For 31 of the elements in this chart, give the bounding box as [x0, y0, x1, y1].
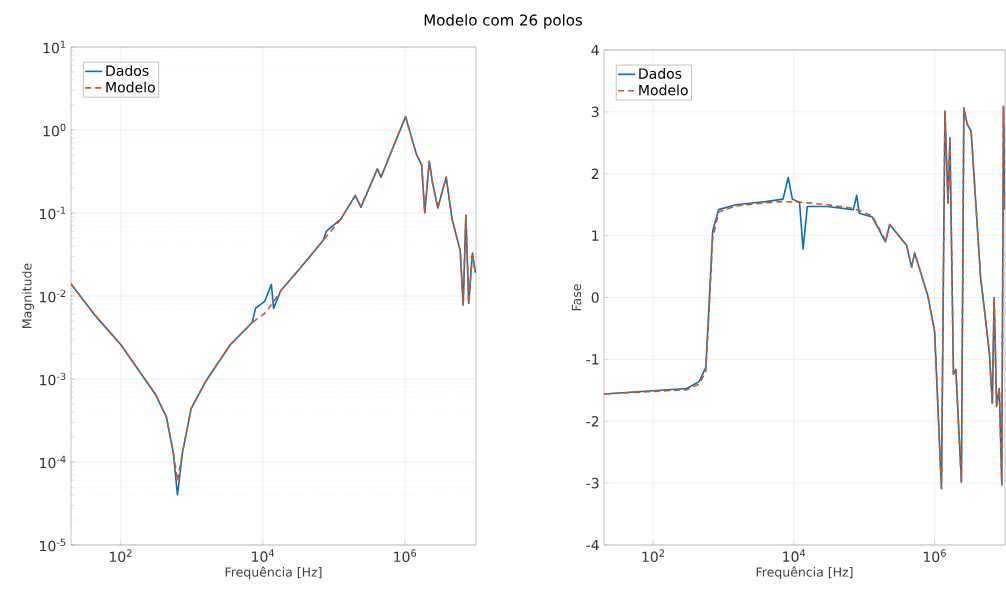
y-tick-label: 10$^{-4}$ — [40, 455, 66, 469]
y-tick-label: -1 — [586, 354, 599, 365]
y-tick-label: 10$^{-1}$ — [40, 206, 66, 220]
x-tick-label: 10$^{2}$ — [642, 549, 664, 563]
y-tick-label: -3 — [586, 477, 599, 489]
y-tick-label: 10$^{-5}$ — [40, 538, 66, 552]
chart-title: Modelo com 26 polos — [424, 14, 583, 29]
x-tick-label: 10$^{4}$ — [252, 549, 275, 562]
y-axis-title: Fase — [571, 284, 582, 311]
y-tick-label: 0 — [591, 292, 599, 303]
y-tick-label: 10$^{0}$ — [43, 123, 66, 137]
y-tick-label: -2 — [586, 416, 599, 427]
legend-label: Dados — [639, 68, 682, 79]
x-axis-title: Frequência [Hz] — [225, 566, 322, 580]
x-tick-label: 10$^{4}$ — [783, 549, 806, 562]
y-tick-label: 10$^{-3}$ — [40, 372, 66, 386]
legend-label: Modelo — [639, 84, 688, 96]
x-axis-title: Frequência [Hz] — [756, 566, 853, 580]
y-tick-label: 4 — [591, 44, 599, 56]
x-tick-label: 10$^{6}$ — [394, 549, 417, 563]
legend-label: Modelo — [106, 81, 155, 93]
y-tick-label: 2 — [591, 168, 599, 179]
y-axis-title: Magnitude — [21, 263, 35, 328]
y-tick-label: 10$^{-2}$ — [40, 289, 66, 303]
x-tick-label: 10$^{6}$ — [923, 549, 946, 563]
y-tick-label: -4 — [586, 539, 599, 551]
y-tick-label: 1 — [592, 230, 599, 241]
x-tick-label: 10$^{2}$ — [109, 549, 132, 563]
y-tick-label: 10$^{1}$ — [43, 40, 66, 54]
y-tick-label: 3 — [591, 106, 599, 118]
legend-label: Dados — [106, 65, 149, 76]
